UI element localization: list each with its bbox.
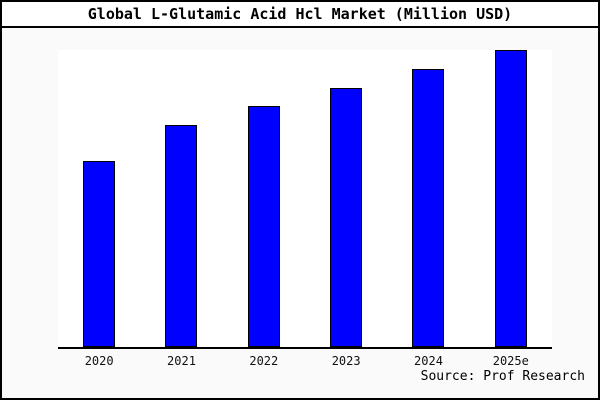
bar-slot	[470, 50, 552, 347]
bar-2022	[247, 105, 280, 347]
bar-2023	[330, 87, 363, 347]
bar-2021	[165, 124, 198, 347]
x-tick-label: 2024	[414, 354, 443, 368]
source-credit: Source: Prof Research	[420, 369, 585, 384]
bar-slot	[223, 50, 305, 347]
bar-slot	[387, 50, 469, 347]
bar-2024	[412, 69, 445, 347]
x-tick-label: 2020	[84, 354, 114, 368]
bar-2025e	[494, 50, 527, 347]
x-tick-label: 2021	[167, 354, 196, 368]
plot-area	[58, 50, 552, 349]
bar-slots	[58, 50, 552, 347]
bar-slot	[58, 50, 140, 347]
bar-slot	[305, 50, 387, 347]
chart-title: Global L-Glutamic Acid Hcl Market (Milli…	[2, 2, 598, 28]
x-axis-labels: 2020 2021 2022 2023 2024 2025e	[58, 354, 552, 368]
x-tick-label: 2022	[249, 354, 279, 368]
bar-2020	[83, 161, 116, 347]
bar-slot	[140, 50, 222, 347]
x-tick-label: 2025e	[492, 354, 529, 368]
x-tick-label: 2023	[331, 354, 361, 368]
